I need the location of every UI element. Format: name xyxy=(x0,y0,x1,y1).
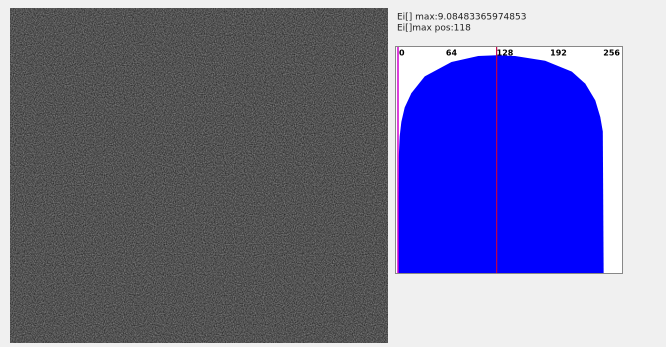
window: Ei[] max:9.08483365974853 Ei[]max pos:11… xyxy=(0,0,666,347)
entropy-area xyxy=(398,55,604,273)
x-tick-label: 192 xyxy=(550,49,567,58)
x-tick-label: 256 xyxy=(603,49,620,58)
x-tick-label: 128 xyxy=(497,49,514,58)
x-tick-label: 0 xyxy=(399,49,405,58)
max-label: Ei[] max:9.08483365974853 xyxy=(397,13,526,23)
noise-image xyxy=(10,8,388,343)
x-tick-label: 64 xyxy=(446,49,458,58)
page: Ei[] max:9.08483365974853 Ei[]max pos:11… xyxy=(0,0,666,347)
pos-label: Ei[]max pos:118 xyxy=(397,24,471,34)
